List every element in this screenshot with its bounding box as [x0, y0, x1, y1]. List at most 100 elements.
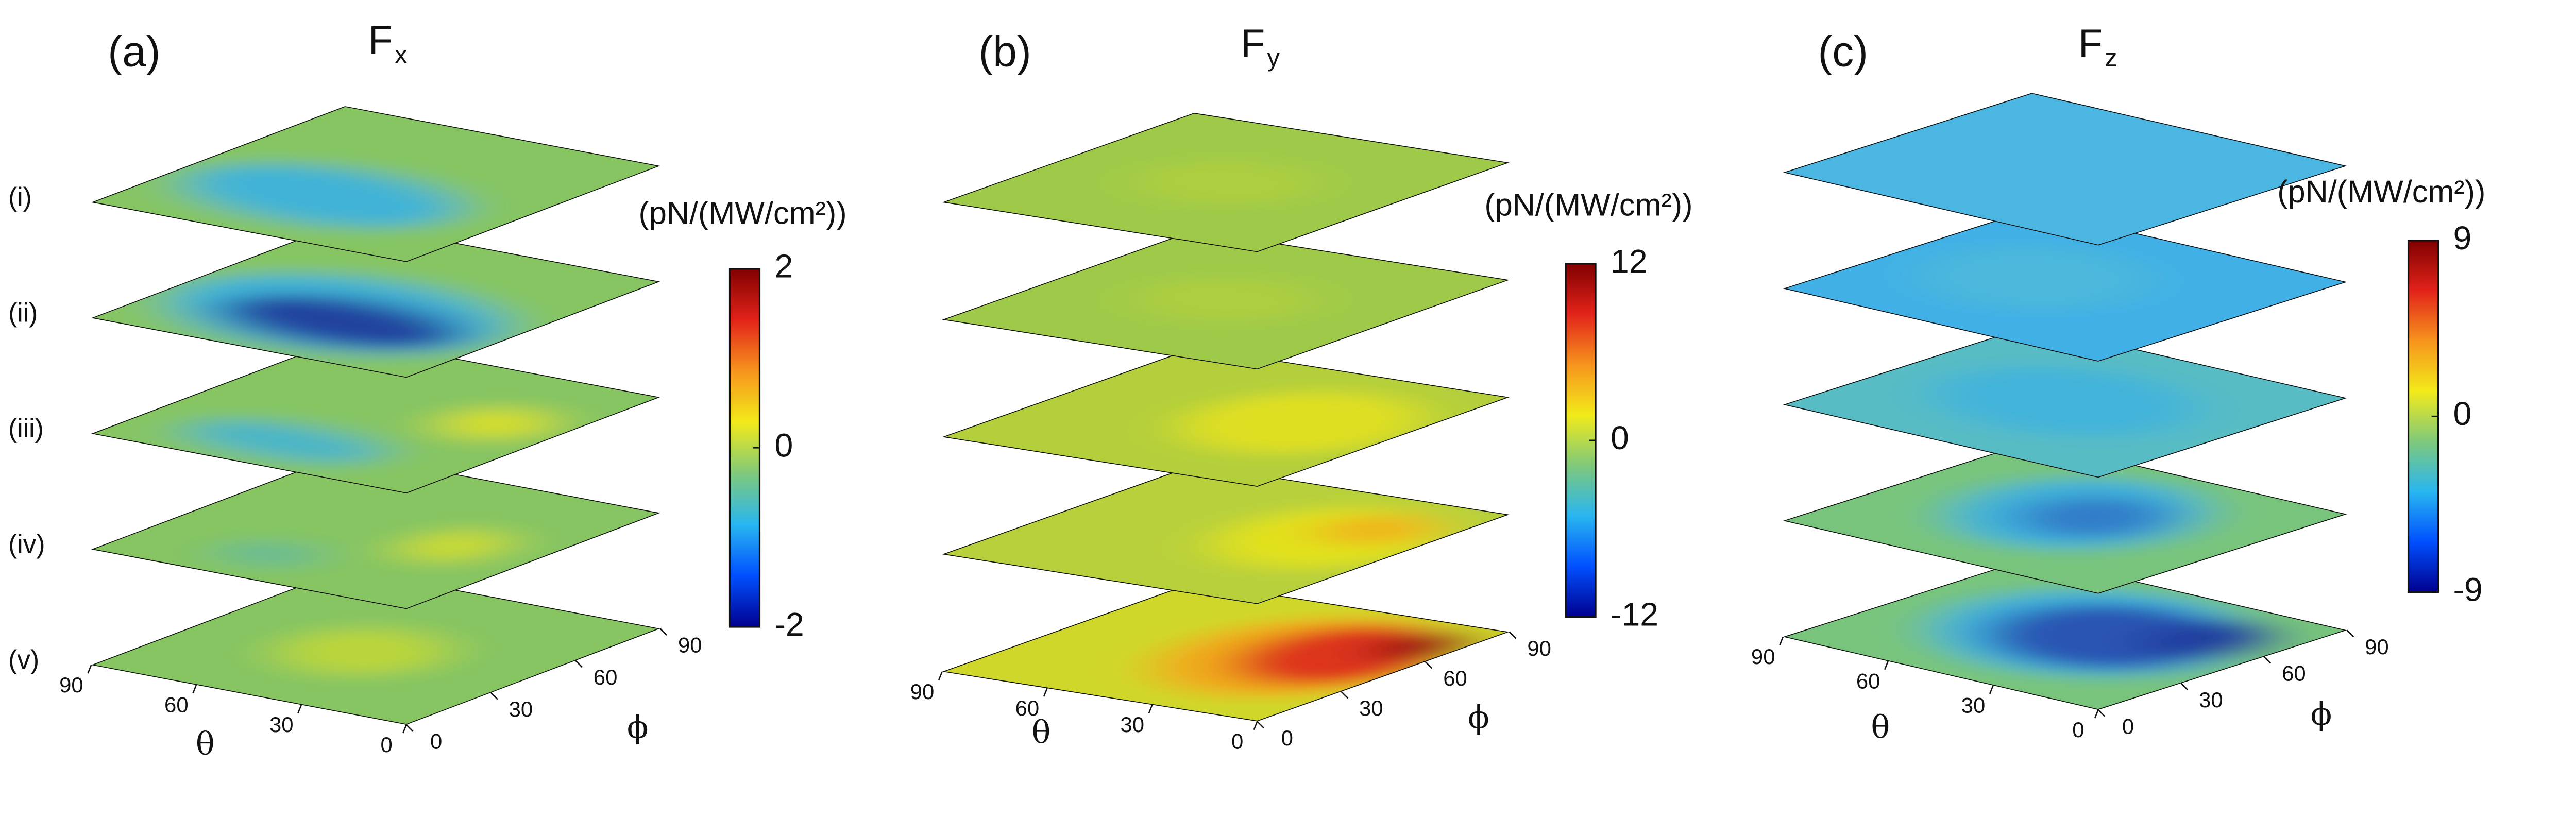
colorbar-tick-label: 0	[774, 427, 793, 464]
colorbar-tick-label: 9	[2453, 219, 2471, 257]
y-tick-label: 90	[678, 633, 702, 657]
panel-title: F	[368, 18, 393, 62]
y-tick-label: 60	[2282, 661, 2306, 685]
y-tick-label: 60	[594, 665, 618, 689]
slice-feature	[1913, 245, 2154, 311]
colorbar-tick-label: 0	[2453, 395, 2471, 432]
x-tick	[1253, 721, 1258, 730]
x-tick	[2094, 709, 2099, 719]
row-label: (ii)	[8, 298, 38, 328]
y-tick	[659, 628, 668, 636]
x-tick-label: 90	[1751, 644, 1775, 669]
x-tick-label: 60	[164, 693, 189, 717]
slice-feature	[2141, 620, 2278, 659]
y-tick	[1509, 631, 1517, 639]
slice-feature	[1931, 366, 2198, 437]
x-tick	[1989, 685, 1994, 694]
slice-feature	[1132, 278, 1319, 322]
y-tick-label: 30	[509, 697, 533, 721]
y-axis-label: ϕ	[627, 709, 649, 746]
y-axis-label: ϕ	[1468, 699, 1489, 736]
slice-edge	[91, 569, 660, 725]
panel-title-subscript: z	[2105, 44, 2117, 72]
y-tick-label: 0	[2122, 714, 2134, 738]
colorbar-tick-label: -12	[1611, 596, 1658, 633]
slice-edge	[942, 230, 1510, 370]
slice-feature	[2018, 496, 2169, 538]
slice-feature	[1315, 514, 1436, 546]
y-tick-label: 30	[2199, 688, 2223, 712]
panel-title: F	[2078, 22, 2103, 66]
y-tick	[1257, 721, 1265, 729]
slice-feature	[184, 163, 460, 228]
y-tick	[1341, 691, 1349, 699]
y-tick-label: 90	[2365, 635, 2389, 659]
y-tick	[490, 692, 498, 700]
x-tick-label: 60	[1015, 696, 1040, 720]
y-tick	[2346, 629, 2354, 638]
x-tick	[938, 671, 943, 680]
x-tick-label: 0	[1231, 729, 1243, 753]
x-tick-label: 30	[1961, 693, 1986, 718]
x-tick-label: 90	[59, 673, 83, 697]
slice-feature	[277, 628, 449, 675]
slice-feature	[221, 295, 460, 349]
slice-feature	[1132, 160, 1319, 205]
colorbar-tick-label: 12	[1611, 243, 1648, 280]
row-label: (v)	[8, 644, 39, 674]
panel-label: (c)	[1818, 27, 1868, 75]
colorbar-tick-label: -9	[2453, 571, 2482, 608]
x-tick-label: 0	[380, 733, 392, 757]
panel-title-subscript: x	[395, 41, 407, 69]
colorbar-tick-label: 0	[1611, 419, 1629, 456]
x-axis-label: θ	[1871, 709, 1890, 746]
x-tick	[1043, 688, 1048, 697]
slice-edge	[942, 112, 1510, 252]
row-label: (iii)	[8, 413, 44, 443]
x-tick	[87, 665, 92, 674]
colorbar-label: (pN/(MW/cm²))	[638, 196, 846, 231]
y-tick-label: 30	[1359, 696, 1383, 720]
y-tick	[405, 724, 414, 732]
colorbar-label: (pN/(MW/cm²))	[2277, 174, 2485, 209]
x-tick	[1148, 704, 1153, 713]
row-label: (iv)	[8, 529, 45, 559]
x-tick	[1779, 636, 1784, 645]
panel-label: (b)	[978, 27, 1031, 75]
x-tick-label: 0	[2072, 718, 2084, 742]
colorbar-label: (pN/(MW/cm²))	[1484, 188, 1692, 223]
y-tick	[2263, 656, 2272, 664]
slice-feature	[436, 407, 555, 440]
slice-feature	[1180, 392, 1422, 454]
x-tick-label: 90	[910, 679, 935, 704]
x-tick-label: 30	[1120, 712, 1144, 737]
y-tick	[575, 660, 583, 668]
panel-title: F	[1241, 22, 1265, 66]
x-tick-label: 60	[1856, 669, 1880, 693]
slice-feature	[183, 419, 384, 464]
y-axis-label: ϕ	[2311, 696, 2332, 733]
y-tick	[1425, 661, 1433, 669]
y-tick-label: 0	[1281, 726, 1293, 750]
panel-title-subscript: y	[1267, 44, 1280, 72]
slice-edge	[942, 347, 1510, 487]
slice-feature	[214, 540, 322, 568]
x-tick	[297, 704, 302, 713]
x-tick	[192, 685, 197, 694]
y-tick	[2180, 683, 2189, 691]
slice-edge	[942, 465, 1510, 604]
panel-label: (a)	[108, 27, 160, 75]
x-tick	[402, 724, 407, 734]
colorbar-tick-label: -2	[774, 606, 804, 643]
y-tick-label: 60	[1443, 666, 1467, 690]
y-tick	[2097, 709, 2106, 717]
x-tick-label: 30	[269, 712, 294, 737]
x-tick	[1884, 661, 1889, 670]
x-axis-label: θ	[196, 726, 215, 762]
slice-feature	[398, 530, 511, 563]
x-axis-label: θ	[1031, 714, 1050, 751]
row-label: (i)	[8, 182, 32, 212]
colorbar-tick-label: 2	[774, 248, 793, 285]
y-tick-label: 90	[1527, 636, 1551, 660]
